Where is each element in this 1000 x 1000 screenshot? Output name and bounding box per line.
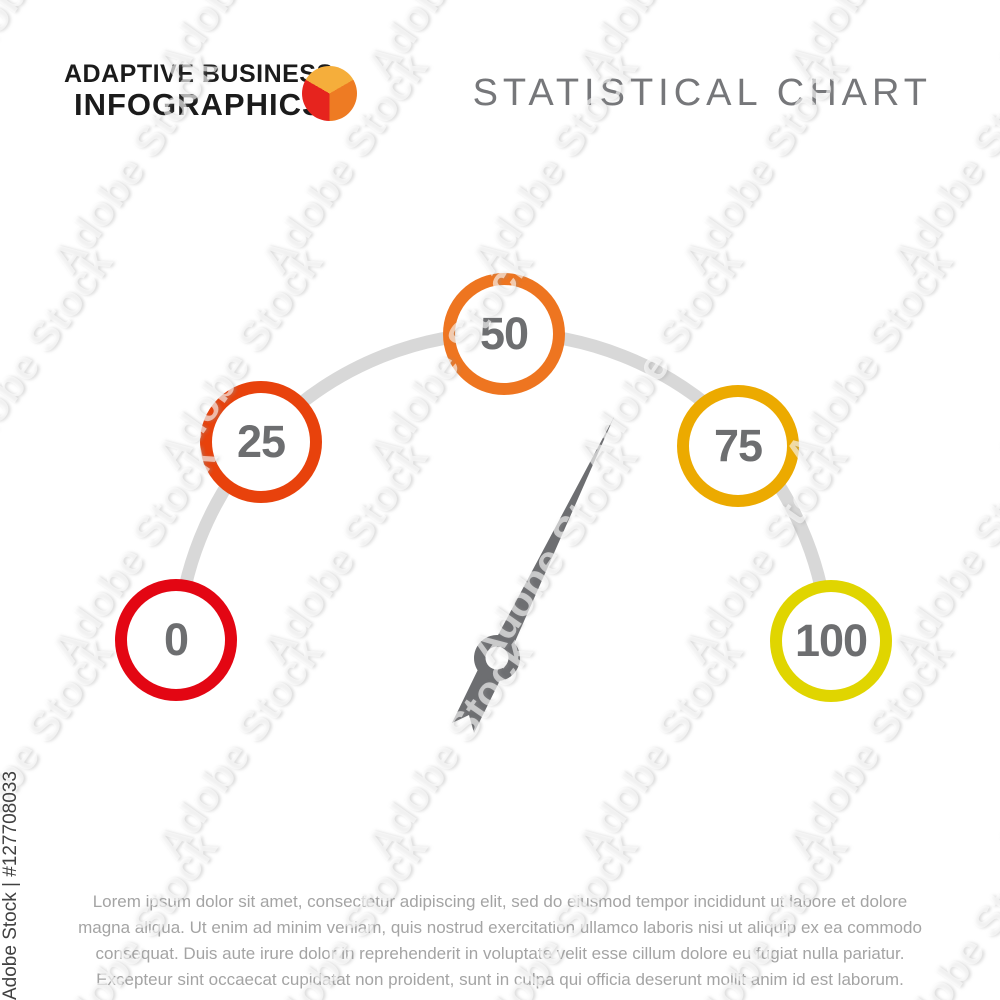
gauge-needle (452, 417, 614, 733)
needle-blade (488, 417, 614, 662)
gauge-tick-50: 50 (443, 273, 565, 395)
watermark-id-label: Adobe Stock | #127708033 (0, 771, 21, 1000)
needle-hub-hole (485, 646, 509, 670)
brand-line1: ADAPTIVE BUSINESS (64, 60, 334, 88)
page-title: STATISTICAL CHART (472, 72, 932, 114)
pie-chart-logo-icon (302, 66, 357, 121)
gauge-tick-label: 100 (794, 615, 868, 666)
gauge-tick-0: 0 (115, 579, 237, 701)
gauge-tick-label: 25 (236, 416, 286, 467)
gauge-tick-75: 75 (677, 385, 799, 507)
gauge-tick-label: 50 (479, 308, 529, 359)
gauge-tick-100: 100 (770, 580, 892, 702)
gauge-tick-25: 25 (200, 381, 322, 503)
gauge-tick-label: 75 (713, 420, 763, 471)
description-text: Lorem ipsum dolor sit amet, consectetur … (78, 892, 922, 989)
brand-line2: INFOGRAPHICS (73, 87, 324, 122)
gauge-tick-label: 0 (163, 614, 189, 665)
brand-logo: ADAPTIVE BUSINESS INFOGRAPHICS (64, 60, 334, 122)
